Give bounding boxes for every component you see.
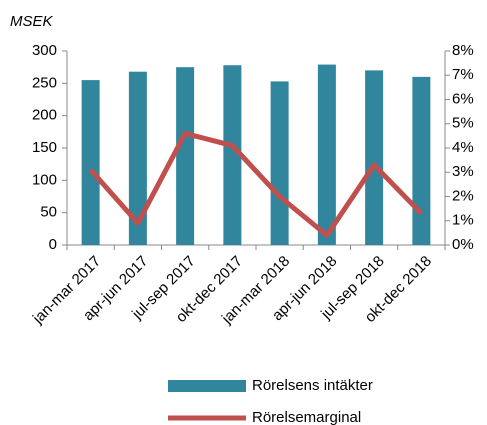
y-tick-label: 50	[40, 204, 57, 221]
y2-tick-label: 7%	[452, 66, 474, 83]
bar	[223, 65, 242, 245]
y2-tick-label: 0%	[452, 236, 474, 253]
y2-tick-label: 4%	[452, 139, 474, 156]
y-tick-label: 200	[32, 107, 57, 124]
y-tick-label: 300	[32, 42, 57, 59]
bar	[317, 64, 336, 245]
y-axis-label: MSEK	[10, 13, 54, 30]
bar	[270, 81, 289, 245]
y-tick-label: 150	[32, 139, 57, 156]
y-tick-label: 0	[49, 236, 57, 253]
y2-tick-label: 5%	[452, 115, 474, 132]
y2-tick-label: 2%	[452, 187, 474, 204]
bar	[412, 76, 431, 245]
legend-swatch	[168, 380, 246, 392]
y2-tick-label: 6%	[452, 90, 474, 107]
y-tick-label: 250	[32, 74, 57, 91]
y2-tick-label: 1%	[452, 212, 474, 229]
y2-tick-label: 3%	[452, 163, 474, 180]
legend-label: Rörelsens intäkter	[252, 377, 373, 394]
bar	[81, 80, 100, 245]
bar	[128, 71, 147, 246]
y2-tick-label: 8%	[452, 42, 474, 59]
legend-label: Rörelsemarginal	[252, 409, 361, 425]
bar	[365, 70, 384, 246]
line	[88, 130, 424, 238]
y-tick-label: 100	[32, 171, 57, 188]
bar	[176, 67, 195, 246]
